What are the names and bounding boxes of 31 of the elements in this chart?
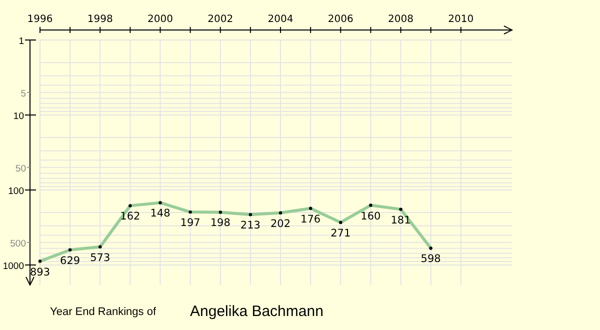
- text: Angelika Bachmann: [190, 303, 324, 320]
- data-label: 629: [60, 254, 80, 267]
- y-tick-label: 100: [8, 186, 24, 197]
- y-tick-label: 1: [18, 36, 24, 47]
- y-tick-label: 10: [13, 110, 24, 122]
- x-tick-label: 1996: [27, 14, 53, 25]
- data-label: 573: [90, 252, 110, 264]
- data-label: 893: [30, 266, 50, 278]
- data-label: 162: [120, 210, 140, 223]
- x-tick-label: 2010: [448, 14, 474, 25]
- data-label: 176: [300, 213, 321, 226]
- x-tick-label: 2002: [208, 14, 234, 25]
- text: Year End Rankings of: [50, 306, 157, 318]
- data-label: 598: [420, 253, 441, 266]
- data-label: 160: [360, 210, 381, 222]
- y-tick-label: 500: [10, 238, 26, 250]
- y-tick-label: 1000: [2, 260, 24, 272]
- data-label: 148: [150, 208, 170, 220]
- x-tick-label: 2006: [328, 14, 354, 25]
- data-label: 271: [330, 227, 351, 240]
- data-label: 197: [180, 217, 200, 230]
- x-tick-label: 1998: [87, 14, 113, 25]
- x-tick-label: 2000: [148, 14, 173, 25]
- data-label: 202: [270, 218, 291, 230]
- data-label: 181: [390, 214, 411, 226]
- data-label: 198: [210, 217, 230, 230]
- data-label: 213: [240, 220, 260, 232]
- x-tick-label: 2004: [268, 14, 294, 25]
- y-tick-label: 5: [20, 88, 26, 100]
- x-tick-label: 2008: [388, 14, 414, 25]
- y-tick-label: 50: [15, 163, 26, 174]
